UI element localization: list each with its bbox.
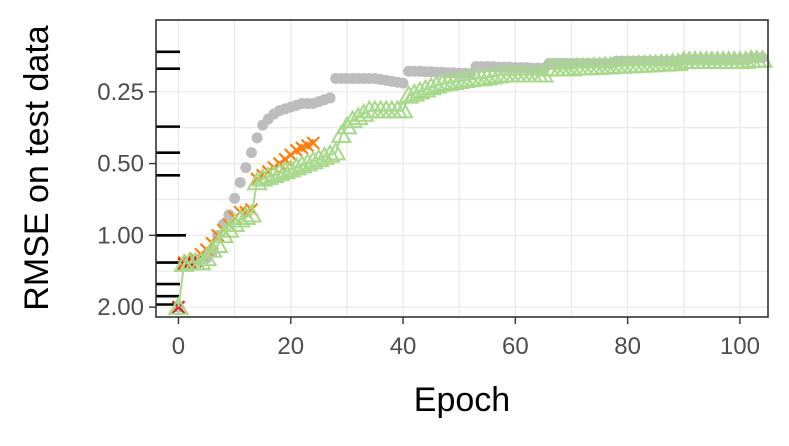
data-point (234, 176, 246, 188)
y-tick-label: 0.25 (97, 79, 144, 106)
x-tick-label: 80 (614, 333, 641, 360)
data-point (347, 106, 369, 126)
data-point (392, 99, 414, 119)
x-tick-label: 0 (172, 333, 185, 360)
y-tick-label: 1.00 (97, 222, 144, 249)
data-point (201, 238, 223, 258)
data-point (324, 141, 347, 161)
data-point (306, 136, 320, 150)
panel-border (155, 19, 769, 318)
data-point (734, 50, 757, 69)
x-axis: 0 20 40 60 80 100 (172, 317, 760, 360)
data-point (190, 251, 212, 271)
data-point (240, 203, 263, 223)
data-point (532, 63, 555, 83)
y-axis-title: RMSE on test data (18, 25, 56, 310)
data-point (173, 253, 195, 272)
data-point (235, 206, 257, 226)
y-axis: 0.25 0.50 1.00 2.00 (97, 79, 156, 321)
data-point (397, 77, 409, 89)
data-series (167, 49, 774, 315)
data-point (218, 219, 240, 238)
y-tick-label: 0.50 (97, 151, 144, 178)
data-point (336, 115, 358, 135)
x-tick-label: 40 (390, 333, 417, 360)
data-point (560, 57, 583, 77)
data-point (229, 192, 241, 204)
data-point (251, 132, 263, 144)
series-triangle-3 (167, 49, 774, 315)
x-tick-label: 100 (720, 333, 760, 360)
data-point (223, 209, 235, 221)
data-point (212, 224, 235, 244)
data-point (167, 296, 190, 315)
data-point (245, 147, 257, 159)
x-tick-label: 60 (502, 333, 529, 360)
data-point (207, 234, 229, 253)
data-point (341, 109, 364, 129)
data-point (319, 143, 341, 163)
y-rug (156, 50, 186, 306)
x-axis-title: Epoch (414, 381, 510, 419)
x-tick-label: 20 (277, 333, 304, 360)
data-point (240, 162, 252, 174)
data-point (751, 49, 774, 68)
data-point (324, 92, 336, 104)
y-tick-label: 2.00 (97, 294, 144, 321)
